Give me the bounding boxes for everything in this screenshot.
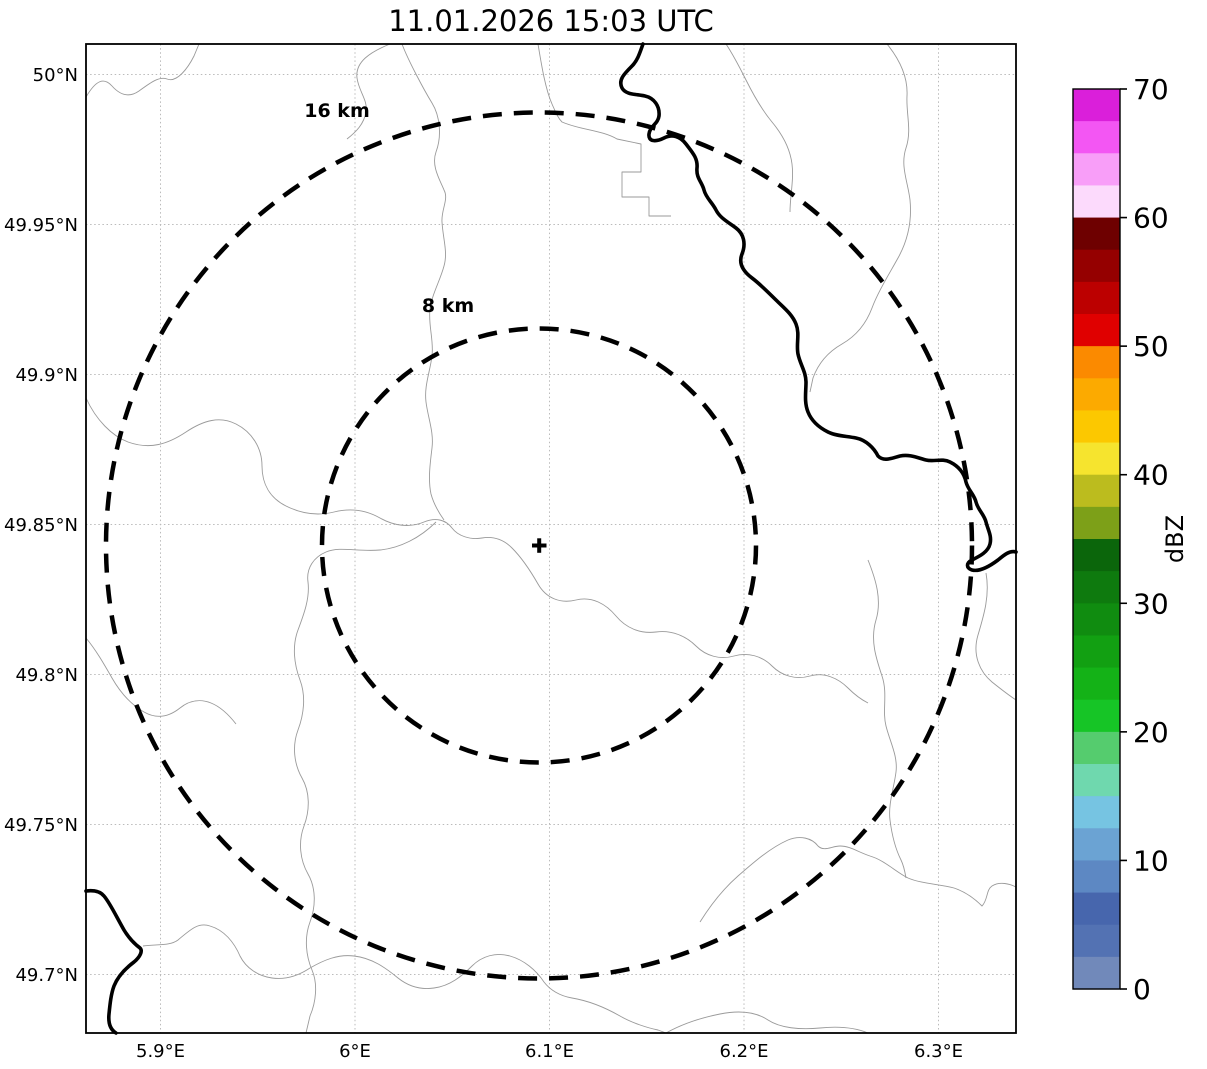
admin-boundary-path [85,43,200,98]
radar-site-marker [532,538,547,553]
colorbar-segment [1073,699,1120,733]
colorbar-segment [1073,764,1120,797]
y-tick-label: 49.75°N [4,815,78,836]
admin-boundary-path [346,43,391,140]
colorbar: 70 60 50 40 30 20 10 0 [1072,73,1169,1006]
admin-boundary-path [293,521,437,1034]
colorbar-frame [1072,88,1121,990]
range-ring-8km [319,326,759,765]
colorbar-tick-label: 50 [1133,330,1169,363]
colorbar-segment [1073,121,1120,154]
colorbar-segment [1073,796,1120,829]
plot-title: 11.01.2026 15:03 UTC [388,4,714,38]
colorbar-segment [1073,314,1120,347]
x-tick-label: 5.9°E [136,1041,185,1062]
colorbar-segment [1073,506,1120,540]
colorbar-segment [1073,860,1120,894]
colorbar-tick-label: 40 [1133,459,1169,492]
admin-boundary-path [142,924,311,979]
y-tick-label: 50°N [33,65,78,86]
admin-boundary-path [665,1011,869,1034]
colorbar-tick-label: 10 [1133,844,1169,877]
colorbar-segment [1073,410,1120,444]
admin-boundaries [85,43,1017,1034]
colorbar-segment [1073,667,1120,701]
colorbar-segment [1073,249,1120,283]
admin-boundary-path [85,637,237,725]
admin-boundary-path [401,43,447,521]
colorbar-segment [1073,442,1120,476]
plot-frame [85,43,1017,1034]
colorbar-segment [1073,474,1120,508]
admin-boundary-path [809,43,911,393]
colorbar-segment [1073,217,1120,251]
admin-boundary-path [867,559,907,879]
colorbar-segment [1073,892,1120,926]
colorbar-segment [1073,731,1120,765]
colorbar-segment [1073,956,1120,990]
range-ring-16km [103,110,975,981]
y-tick-label: 49.8°N [15,665,78,686]
colorbar-segment [1073,603,1120,637]
colorbar-tick-label: 60 [1133,202,1169,235]
colorbar-tick-label: 70 [1133,73,1169,106]
colorbar-segment [1073,828,1120,862]
range-ring-16km-label: 16 km [304,100,370,122]
colorbar-segment [1073,571,1120,604]
admin-boundary-path [85,397,869,704]
grid-lines [86,44,1016,1033]
colorbar-segment [1073,539,1120,572]
colorbar-segment [1073,281,1120,315]
x-tick-label: 6.2°E [720,1041,769,1062]
y-axis-tick-labels: 50°N 49.95°N 49.9°N 49.85°N 49.8°N 49.75°N 49.… [4,65,78,986]
x-axis-tick-labels: 5.9°E 6°E 6.1°E 6.2°E 6.3°E [136,1041,963,1062]
admin-boundary-path [975,572,1017,701]
colorbar-segment [1073,635,1120,669]
colorbar-segment [1073,378,1120,412]
colorbar-tick-label: 0 [1133,973,1151,1006]
colorbar-segment [1073,924,1120,958]
colorbar-tick-label: 30 [1133,587,1169,620]
x-tick-label: 6.3°E [914,1041,963,1062]
colorbar-tick-label: 20 [1133,716,1169,749]
y-tick-label: 49.7°N [15,965,78,986]
colorbar-segment [1073,89,1120,122]
admin-boundary-path [699,837,1017,923]
y-tick-label: 49.95°N [4,215,78,236]
y-tick-label: 49.85°N [4,515,78,536]
country-border-rivers [84,42,1018,1035]
range-ring-8km-label: 8 km [422,295,474,317]
colorbar-segment [1073,153,1120,187]
admin-boundary-path [725,43,793,213]
admin-boundary-path [537,43,671,217]
country-border-southwest [84,888,143,1035]
colorbar-segment [1073,346,1120,379]
colorbar-axis-label: dBZ [1161,515,1189,563]
x-tick-label: 6.1°E [525,1041,574,1062]
range-rings: 16 km 8 km [103,100,975,981]
x-tick-label: 6°E [339,1041,371,1062]
country-border-river-east [618,42,1018,573]
y-tick-label: 49.9°N [15,365,78,386]
admin-boundary-path [309,954,667,1034]
colorbar-segment [1073,185,1120,219]
